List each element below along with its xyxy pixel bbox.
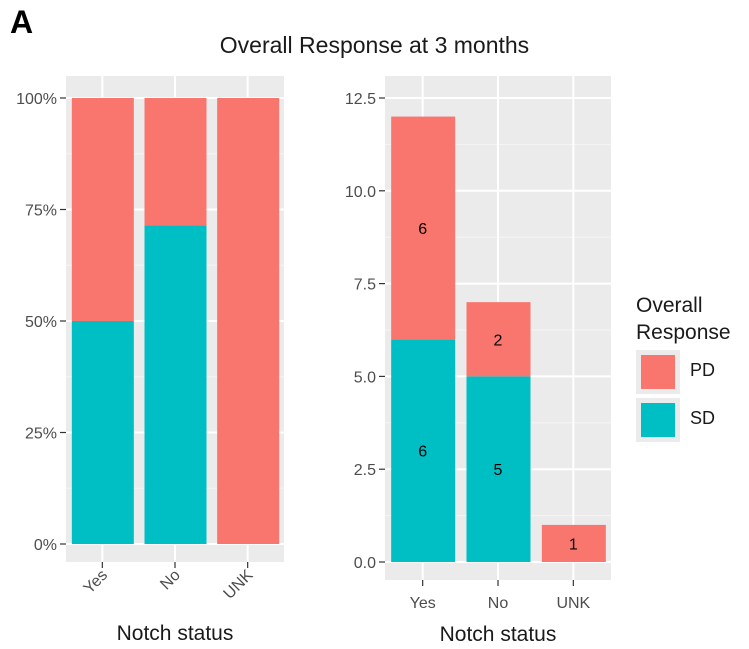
y-tick-label: 0% [34, 537, 57, 554]
bar-sd [466, 376, 531, 562]
data-label: 1 [569, 536, 578, 553]
y-tick-label: 2.5 [354, 462, 376, 479]
legend-item-pd: PD [636, 350, 746, 394]
legend-swatch-pd [641, 355, 675, 389]
figure-title: Overall Response at 3 months [219, 32, 530, 58]
data-label: 6 [418, 221, 427, 238]
legend-title-line1: Overall [636, 294, 703, 317]
y-tick-label: 10.0 [345, 184, 376, 201]
bar-pd [217, 98, 280, 544]
bar-pd [541, 524, 606, 562]
x-tick-label: Yes [410, 595, 436, 612]
x-tick-label: No [157, 567, 184, 594]
bar-pd [144, 98, 207, 226]
bar-sd [71, 321, 134, 544]
data-label: 6 [418, 444, 427, 461]
legend-swatch-sd [641, 403, 675, 437]
bar-sd [391, 339, 456, 562]
panel-1: 0% 25% 50% 75% 100% Yes No UNK Notch status [16, 76, 284, 645]
legend-title-line2: Response [636, 321, 731, 344]
panel-label: A [10, 4, 34, 40]
legend-swatch-bg [636, 398, 680, 442]
legend-item-sd: SD [636, 398, 746, 442]
y-tick-label: 25% [25, 426, 57, 443]
bar-pd [71, 98, 134, 321]
bar-pd [391, 116, 456, 340]
x-axis-label: Notch status [117, 622, 234, 645]
x-axis-label: Notch status [440, 623, 557, 646]
panel-2: 0.0 2.5 5.0 7.5 10.0 12.5 6 6 Yes 5 2 No 1 UNK Notch s… [345, 76, 611, 646]
y-tick-label: 75% [25, 203, 57, 220]
bar-pd [466, 302, 531, 377]
x-tick-label: No [488, 595, 509, 612]
y-tick-label: 50% [25, 314, 57, 331]
y-tick-label: 5.0 [354, 369, 376, 386]
legend-swatch-bg [636, 350, 680, 394]
bar-sd [144, 225, 207, 545]
y-tick-label: 0.0 [354, 555, 376, 572]
y-tick-label: 12.5 [345, 91, 376, 108]
legend-label-sd: SD [690, 408, 716, 428]
data-label: 2 [494, 332, 503, 349]
y-tick-label: 7.5 [354, 277, 376, 294]
x-tick-label: UNK [556, 595, 590, 612]
data-label: 5 [494, 462, 503, 479]
legend-label-pd: PD [690, 360, 716, 380]
y-tick-label: 100% [16, 91, 57, 108]
legend: Overall Response PD SD [636, 292, 746, 442]
x-tick-label: Yes [81, 567, 111, 597]
x-tick-label: UNK [221, 567, 257, 603]
